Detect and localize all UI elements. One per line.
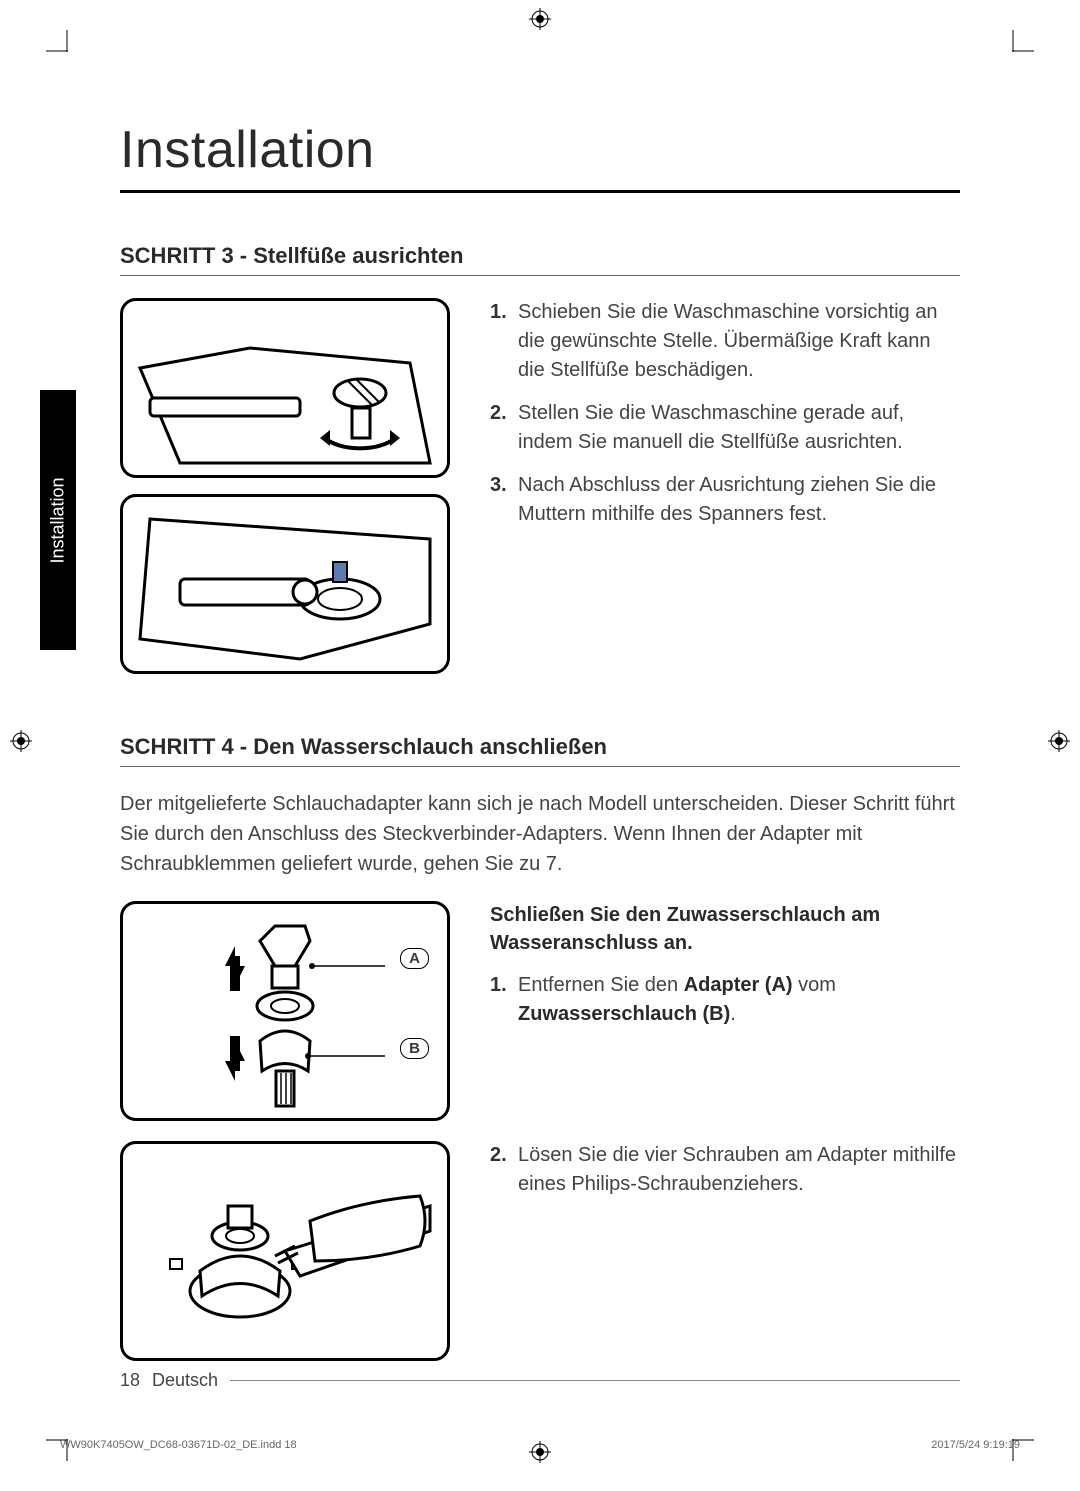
step3-item-3: 3.Nach Abschluss der Ausrichtung ziehen … bbox=[490, 471, 960, 529]
step4-subheading: Schließen Sie den Zuwasserschlauch am Wa… bbox=[490, 901, 960, 957]
step4-figure1: A B bbox=[120, 901, 450, 1121]
step3-text: 1.Schieben Sie die Waschmaschine vorsich… bbox=[490, 298, 960, 674]
callout-b: B bbox=[400, 1038, 429, 1059]
side-tab: Installation bbox=[40, 390, 76, 650]
page-footer: 18 Deutsch bbox=[120, 1370, 960, 1391]
step4-figure2-column bbox=[120, 1141, 450, 1361]
step3-heading: SCHRITT 3 - Stellfüße ausrichten bbox=[120, 243, 960, 269]
step4-rule bbox=[120, 766, 960, 767]
step4-figure1-column: A B bbox=[120, 901, 450, 1121]
step3-item-2: 2.Stellen Sie die Waschmaschine gerade a… bbox=[490, 399, 960, 457]
step3-figure1 bbox=[120, 298, 450, 478]
title-rule bbox=[120, 190, 960, 193]
step4-heading: SCHRITT 4 - Den Wasserschlauch anschließ… bbox=[120, 734, 960, 760]
step3-row1: 1.Schieben Sie die Waschmaschine vorsich… bbox=[120, 298, 960, 674]
step4-item-2: 2.Lösen Sie die vier Schrauben am Adapte… bbox=[490, 1141, 960, 1199]
step3-figure2 bbox=[120, 494, 450, 674]
step3-figure-column bbox=[120, 298, 450, 674]
step4-item-1: 1. Entfernen Sie den Adapter (A) vom Zuw… bbox=[490, 971, 960, 1029]
imprint-date: 2017/5/24 9:19:19 bbox=[931, 1439, 1020, 1451]
page-language: Deutsch bbox=[152, 1370, 218, 1391]
step4-intro: Der mitgelieferte Schlauchadapter kann s… bbox=[120, 789, 960, 879]
side-tab-label: Installation bbox=[48, 477, 69, 563]
step4-row2: 2.Lösen Sie die vier Schrauben am Adapte… bbox=[120, 1141, 960, 1361]
page-number: 18 bbox=[120, 1370, 140, 1391]
step4-text2: 2.Lösen Sie die vier Schrauben am Adapte… bbox=[490, 1141, 960, 1361]
step4-text1: Schließen Sie den Zuwasserschlauch am Wa… bbox=[490, 901, 960, 1121]
page: Installation Installation SCHRITT 3 - St… bbox=[0, 0, 1080, 1491]
page-title: Installation bbox=[120, 120, 960, 180]
callout-a: A bbox=[400, 948, 429, 969]
step3-item-1: 1.Schieben Sie die Waschmaschine vorsich… bbox=[490, 298, 960, 385]
footer-rule bbox=[230, 1380, 960, 1381]
step4-figure2 bbox=[120, 1141, 450, 1361]
step4-item-1-text: Entfernen Sie den Adapter (A) vom Zuwass… bbox=[518, 971, 960, 1029]
step3-rule bbox=[120, 275, 960, 276]
imprint-file: WW90K7405OW_DC68-03671D-02_DE.indd 18 bbox=[60, 1439, 297, 1451]
step4-row1: A B Schließen Sie den Zuwasserschlauch a… bbox=[120, 901, 960, 1121]
